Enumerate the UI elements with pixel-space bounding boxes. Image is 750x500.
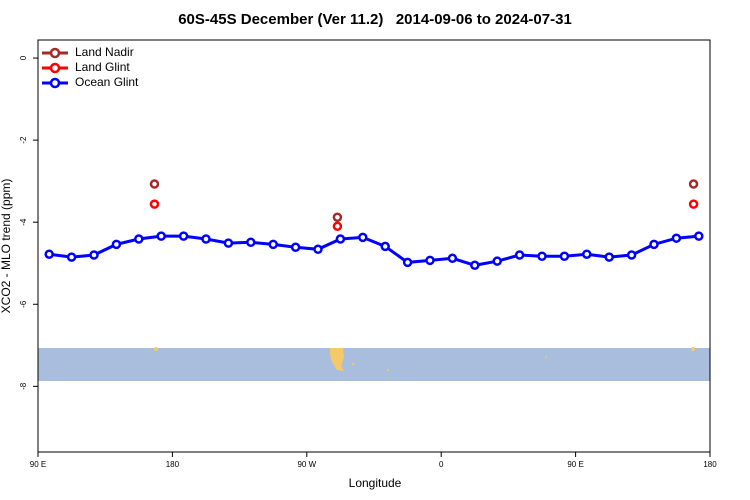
point (447, 253, 458, 264)
point (425, 255, 435, 266)
point (290, 242, 301, 252)
point (358, 232, 368, 243)
legend-marker (49, 77, 61, 89)
point (402, 257, 413, 268)
point (332, 221, 343, 232)
chart-title: 60S-45S December (Ver 11.2) 2014-09-06 t… (178, 11, 572, 28)
point (537, 251, 547, 262)
x-tick-label: 0 (439, 460, 444, 469)
point (559, 251, 570, 262)
point (66, 252, 77, 262)
point (268, 239, 278, 250)
point (149, 199, 160, 209)
map-strip (38, 348, 710, 381)
point (332, 212, 343, 223)
y-tick-label: -2 (19, 136, 28, 144)
point (380, 241, 390, 252)
point (492, 256, 502, 266)
y-axis-label: XCO2 - MLO trend (ppm) (0, 179, 13, 314)
y-tick-label: -4 (19, 218, 28, 226)
point (149, 179, 160, 189)
point (246, 237, 256, 248)
point (134, 234, 144, 244)
point (89, 250, 99, 260)
x-tick-label: 90 E (567, 460, 583, 469)
point (688, 199, 699, 209)
land-patches (154, 347, 695, 371)
point (604, 252, 614, 262)
x-tick-label: 180 (166, 460, 180, 469)
point (201, 234, 211, 244)
point (111, 239, 122, 250)
legend-label: Land Nadir (75, 45, 134, 59)
legend-label: Ocean Glint (75, 75, 139, 89)
series-line (49, 234, 699, 267)
point (335, 234, 346, 244)
y-tick-label: -6 (19, 300, 28, 308)
x-axis-label: Longitude (349, 476, 402, 490)
point (44, 249, 54, 259)
point (688, 179, 699, 189)
y-tick-label: 0 (19, 55, 28, 60)
legend-label: Land Glint (75, 60, 130, 74)
x-tick-label: 90 W (297, 460, 316, 469)
point (178, 231, 189, 241)
legend-marker (49, 47, 61, 59)
point (649, 239, 659, 250)
point (514, 250, 525, 260)
point (694, 231, 704, 241)
legend-marker (49, 62, 61, 74)
point (626, 250, 637, 260)
plot-frame (37, 39, 711, 453)
point (582, 249, 592, 259)
point (156, 231, 166, 241)
point (671, 233, 682, 243)
point (313, 244, 323, 255)
point (223, 238, 234, 248)
x-tick-label: 180 (703, 460, 717, 469)
point (470, 260, 480, 271)
x-tick-label: 90 E (30, 460, 46, 469)
y-tick-label: -8 (19, 382, 28, 390)
